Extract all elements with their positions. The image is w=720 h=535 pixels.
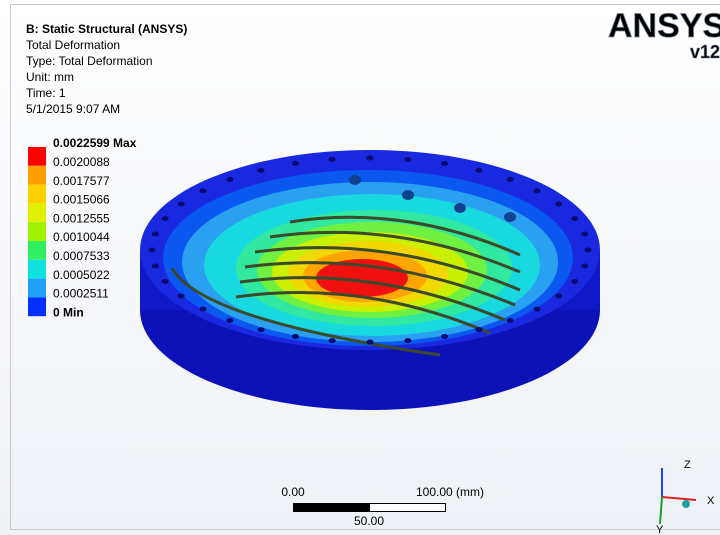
bolt-hole (585, 248, 592, 253)
legend-swatch (28, 297, 46, 316)
legend-label: 0 Min (53, 305, 84, 319)
bolt-hole (200, 307, 207, 312)
header-line: Type: Total Deformation (26, 54, 153, 68)
scale-end: 100.00 (mm) (416, 485, 484, 499)
header-line: Time: 1 (26, 86, 66, 100)
bolt-hole (292, 161, 299, 166)
origin (682, 500, 690, 508)
stud (504, 212, 516, 222)
bolt-hole (571, 279, 578, 284)
legend-swatch (28, 222, 46, 241)
header-title: B: Static Structural (ANSYS) (26, 22, 187, 36)
stud (402, 190, 414, 200)
scale-bar-light (370, 504, 446, 512)
bolt-hole (367, 156, 374, 161)
bolt-hole (178, 294, 185, 299)
bolt-hole (441, 334, 448, 339)
legend-label: 0.0015066 (53, 193, 110, 207)
model (140, 150, 600, 410)
bolt-hole (226, 318, 233, 323)
scale-middle: 50.00 (354, 514, 384, 528)
bolt-hole (581, 232, 588, 237)
bolt-hole (555, 202, 562, 207)
legend-label: 0.0012555 (53, 211, 110, 225)
x-label: X (707, 495, 715, 507)
bolt-hole (152, 263, 159, 268)
bolt-hole (533, 188, 540, 193)
bolt-hole (226, 177, 233, 182)
bolt-hole (507, 177, 514, 182)
bolt-hole (178, 202, 185, 207)
logo-brand: ANSYS (608, 7, 720, 45)
legend-label: 0.0002511 (53, 287, 109, 301)
legend-swatch (28, 147, 46, 166)
logo-version: v12 (690, 42, 720, 62)
bolt-hole (476, 327, 483, 332)
y-label: Y (656, 524, 664, 535)
legend-label: 0.0005022 (53, 268, 110, 282)
scale-bar-dark (293, 503, 369, 512)
legend-label: 0.0007533 (53, 249, 110, 263)
bolt-hole (329, 338, 336, 343)
bolt-hole (581, 263, 588, 268)
bolt-hole (571, 216, 578, 221)
legend-label: 0.0020088 (53, 155, 110, 169)
legend-swatch (28, 166, 46, 185)
legend-label: 0.0022599 Max (53, 136, 137, 150)
legend-label: 0.0010044 (53, 230, 110, 244)
page: B: Static Structural (ANSYS) Total Defor… (0, 0, 720, 535)
header-line: 5/1/2015 9:07 AM (26, 102, 120, 116)
bolt-hole (404, 338, 411, 343)
bolt-hole (162, 279, 169, 284)
header-line: Unit: mm (26, 70, 74, 84)
legend-swatch (28, 241, 46, 260)
header-line: Total Deformation (26, 38, 120, 52)
bolt-hole (200, 188, 207, 193)
bolt-hole (404, 157, 411, 162)
viewport: B: Static Structural (ANSYS) Total Defor… (0, 0, 720, 535)
bolt-hole (533, 307, 540, 312)
stud (349, 175, 361, 185)
stud (454, 203, 466, 213)
bolt-hole (152, 232, 159, 237)
legend-label: 0.0017577 (53, 174, 110, 188)
z-label: Z (684, 459, 691, 471)
bolt-hole (258, 168, 265, 173)
legend-swatch (28, 260, 46, 279)
bolt-hole (476, 168, 483, 173)
legend-swatch (28, 279, 46, 298)
bolt-hole (292, 334, 299, 339)
bolt-hole (367, 340, 374, 345)
bolt-hole (507, 318, 514, 323)
bolt-hole (329, 157, 336, 162)
bolt-hole (441, 161, 448, 166)
bolt-hole (149, 248, 156, 253)
legend-swatch (28, 203, 46, 222)
bolt-hole (555, 294, 562, 299)
legend-swatch (28, 185, 46, 204)
scale-start: 0.00 (281, 485, 305, 499)
bolt-hole (258, 327, 265, 332)
bolt-hole (162, 216, 169, 221)
